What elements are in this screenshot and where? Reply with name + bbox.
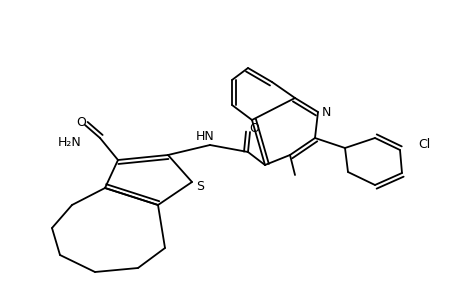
Text: O: O [248,122,258,136]
Text: O: O [76,116,86,128]
Text: N: N [321,106,330,118]
Text: S: S [196,179,203,193]
Text: HN: HN [195,130,214,143]
Text: H₂N: H₂N [58,136,82,149]
Text: Cl: Cl [417,137,429,151]
